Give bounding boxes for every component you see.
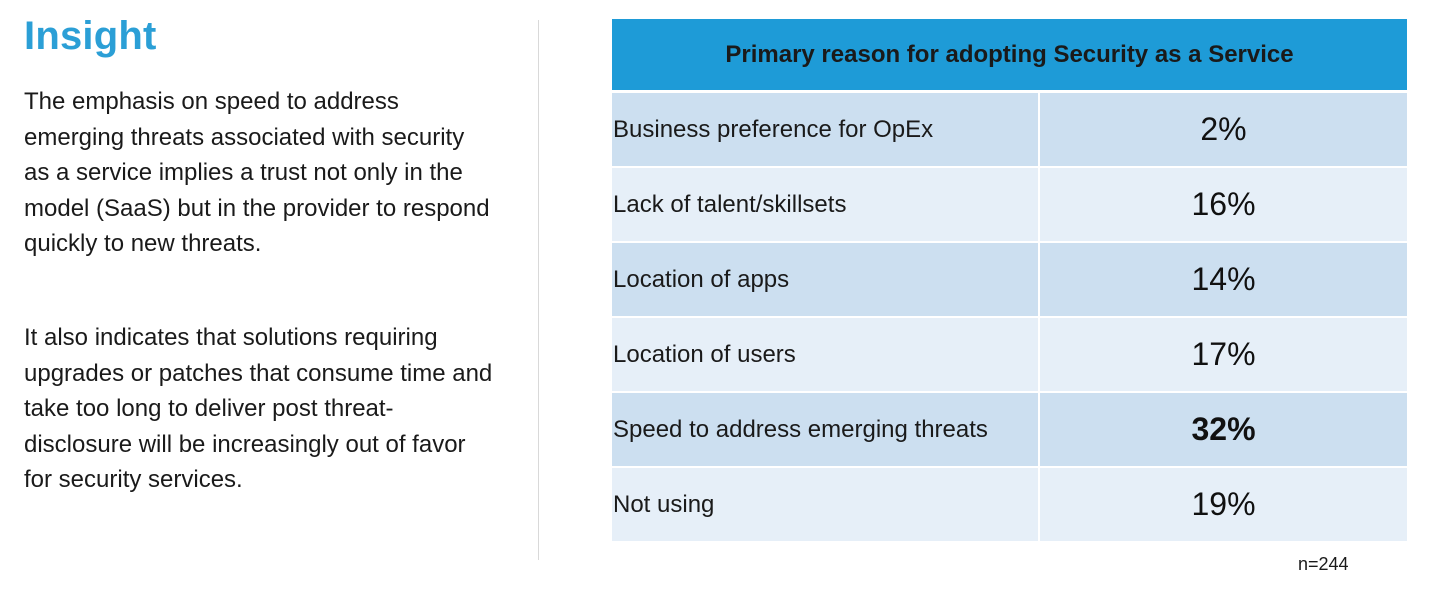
row-value: 17% bbox=[1040, 318, 1407, 391]
table-row: Location of users 17% bbox=[612, 318, 1407, 391]
row-value: 2% bbox=[1040, 93, 1407, 166]
row-label: Business preference for OpEx bbox=[612, 93, 1038, 166]
row-label: Not using bbox=[612, 468, 1038, 541]
table-row: Business preference for OpEx 2% bbox=[612, 93, 1407, 166]
table-row: Location of apps 14% bbox=[612, 243, 1407, 316]
row-label: Speed to address emerging threats bbox=[612, 393, 1038, 466]
row-value: 32% bbox=[1040, 393, 1407, 466]
insight-paragraph-2: It also indicates that solutions requiri… bbox=[24, 324, 493, 493]
table-header: Primary reason for adopting Security as … bbox=[612, 19, 1407, 90]
vertical-divider bbox=[538, 20, 539, 560]
table-title: Primary reason for adopting Security as … bbox=[725, 40, 1294, 68]
data-table: Business preference for OpEx 2% Lack of ta… bbox=[612, 93, 1407, 543]
row-label: Location of users bbox=[612, 318, 1038, 391]
table-row: Speed to address emerging threats 32% bbox=[612, 393, 1407, 466]
row-value: 16% bbox=[1040, 168, 1407, 241]
sample-size-footnote: n=244 bbox=[1298, 554, 1349, 574]
insight-paragraph-1: The emphasis on speed to address emergin… bbox=[24, 88, 490, 257]
table-row: Not using 19% bbox=[612, 468, 1407, 541]
table-row: Lack of talent/skillsets 16% bbox=[612, 168, 1407, 241]
row-value: 19% bbox=[1040, 468, 1407, 541]
row-value: 14% bbox=[1040, 243, 1407, 316]
row-label: Location of apps bbox=[612, 243, 1038, 316]
insight-title: Insight bbox=[24, 14, 157, 58]
row-label: Lack of talent/skillsets bbox=[612, 168, 1038, 241]
